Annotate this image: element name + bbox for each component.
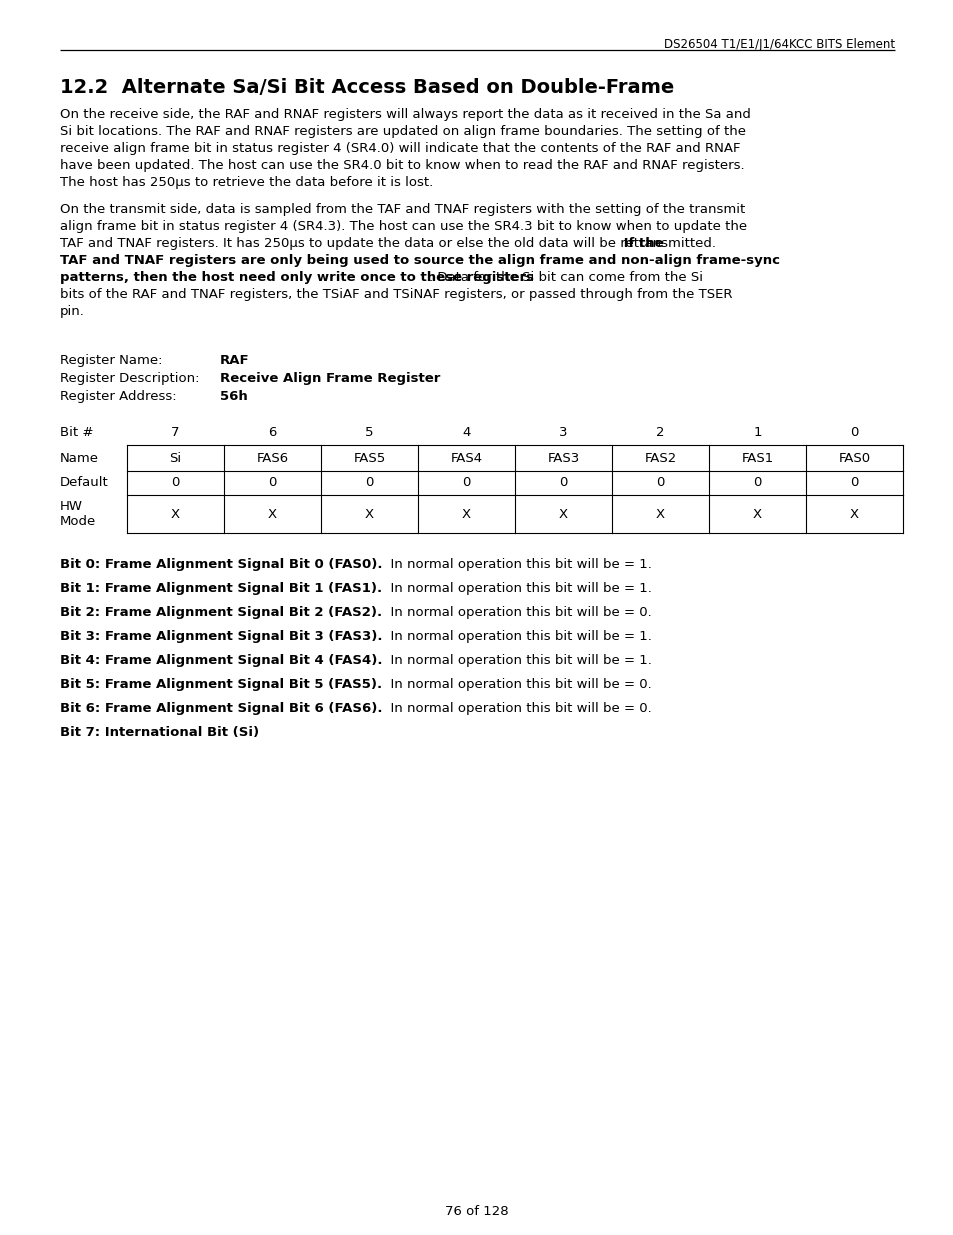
Text: FAS6: FAS6	[256, 452, 288, 464]
Text: receive align frame bit in status register 4 (SR4.0) will indicate that the cont: receive align frame bit in status regist…	[60, 142, 740, 156]
Text: 0: 0	[558, 477, 567, 489]
Text: 12.2  Alternate Sa/Si Bit Access Based on Double-Frame: 12.2 Alternate Sa/Si Bit Access Based on…	[60, 78, 674, 98]
Text: X: X	[656, 508, 664, 520]
Text: FAS2: FAS2	[643, 452, 676, 464]
Text: 4: 4	[462, 426, 470, 440]
Text: 0: 0	[365, 477, 374, 489]
Text: X: X	[752, 508, 761, 520]
Text: Register Description:: Register Description:	[60, 372, 199, 385]
Text: pin.: pin.	[60, 305, 85, 317]
Text: 0: 0	[656, 477, 664, 489]
Text: Register Address:: Register Address:	[60, 390, 176, 403]
Text: In normal operation this bit will be = 1.: In normal operation this bit will be = 1…	[382, 630, 652, 643]
Text: FAS1: FAS1	[740, 452, 773, 464]
Text: Name: Name	[60, 452, 99, 464]
Text: FAS4: FAS4	[450, 452, 482, 464]
Text: 0: 0	[172, 477, 179, 489]
Text: In normal operation this bit will be = 1.: In normal operation this bit will be = 1…	[382, 582, 651, 595]
Text: In normal operation this bit will be = 0.: In normal operation this bit will be = 0…	[382, 701, 652, 715]
Text: 0: 0	[268, 477, 276, 489]
Text: Default: Default	[60, 477, 109, 489]
Text: Bit 2: Frame Alignment Signal Bit 2 (FAS2).: Bit 2: Frame Alignment Signal Bit 2 (FAS…	[60, 606, 382, 619]
Text: RAF: RAF	[220, 354, 250, 367]
Text: In normal operation this bit will be = 1.: In normal operation this bit will be = 1…	[382, 558, 652, 571]
Text: Receive Align Frame Register: Receive Align Frame Register	[220, 372, 440, 385]
Text: X: X	[849, 508, 858, 520]
Text: Bit #: Bit #	[60, 426, 93, 440]
Text: Bit 0: Frame Alignment Signal Bit 0 (FAS0).: Bit 0: Frame Alignment Signal Bit 0 (FAS…	[60, 558, 382, 571]
Text: have been updated. The host can use the SR4.0 bit to know when to read the RAF a: have been updated. The host can use the …	[60, 159, 744, 172]
Text: align frame bit in status register 4 (SR4.3). The host can use the SR4.3 bit to : align frame bit in status register 4 (SR…	[60, 220, 746, 233]
Text: Register Name:: Register Name:	[60, 354, 162, 367]
Text: Bit 3: Frame Alignment Signal Bit 3 (FAS3).: Bit 3: Frame Alignment Signal Bit 3 (FAS…	[60, 630, 382, 643]
Text: HW
Mode: HW Mode	[60, 500, 96, 529]
Text: X: X	[558, 508, 567, 520]
Text: DS26504 T1/E1/J1/64KCC BITS Element: DS26504 T1/E1/J1/64KCC BITS Element	[663, 38, 894, 51]
Text: 56h: 56h	[220, 390, 248, 403]
Text: 1: 1	[753, 426, 760, 440]
Text: FAS5: FAS5	[353, 452, 385, 464]
Text: Bit 6: Frame Alignment Signal Bit 6 (FAS6).: Bit 6: Frame Alignment Signal Bit 6 (FAS…	[60, 701, 382, 715]
Text: 5: 5	[365, 426, 374, 440]
Text: X: X	[268, 508, 276, 520]
Text: Bit 5: Frame Alignment Signal Bit 5 (FAS5).: Bit 5: Frame Alignment Signal Bit 5 (FAS…	[60, 678, 382, 692]
Text: In normal operation this bit will be = 0.: In normal operation this bit will be = 0…	[382, 678, 651, 692]
Text: FAS0: FAS0	[838, 452, 870, 464]
Text: Bit 1: Frame Alignment Signal Bit 1 (FAS1).: Bit 1: Frame Alignment Signal Bit 1 (FAS…	[60, 582, 382, 595]
Text: X: X	[171, 508, 180, 520]
Text: Bit 7: International Bit (Si): Bit 7: International Bit (Si)	[60, 726, 259, 739]
Text: The host has 250μs to retrieve the data before it is lost.: The host has 250μs to retrieve the data …	[60, 177, 433, 189]
Text: 0: 0	[753, 477, 760, 489]
Text: 0: 0	[462, 477, 470, 489]
Text: . Data for the Si bit can come from the Si: . Data for the Si bit can come from the …	[428, 270, 701, 284]
Text: 0: 0	[849, 426, 858, 440]
Text: In normal operation this bit will be = 1.: In normal operation this bit will be = 1…	[382, 655, 652, 667]
Text: TAF and TNAF registers are only being used to source the align frame and non-ali: TAF and TNAF registers are only being us…	[60, 254, 780, 267]
Text: 76 of 128: 76 of 128	[445, 1205, 508, 1218]
Text: 2: 2	[656, 426, 664, 440]
Text: Si: Si	[170, 452, 181, 464]
Text: 7: 7	[172, 426, 179, 440]
Text: If the: If the	[618, 237, 663, 249]
Text: 0: 0	[849, 477, 858, 489]
Text: Bit 4: Frame Alignment Signal Bit 4 (FAS4).: Bit 4: Frame Alignment Signal Bit 4 (FAS…	[60, 655, 382, 667]
Text: Si bit locations. The RAF and RNAF registers are updated on align frame boundari: Si bit locations. The RAF and RNAF regis…	[60, 125, 745, 138]
Text: On the transmit side, data is sampled from the TAF and TNAF registers with the s: On the transmit side, data is sampled fr…	[60, 203, 744, 216]
Text: X: X	[365, 508, 374, 520]
Text: On the receive side, the RAF and RNAF registers will always report the data as i: On the receive side, the RAF and RNAF re…	[60, 107, 750, 121]
Text: patterns, then the host need only write once to these registers: patterns, then the host need only write …	[60, 270, 534, 284]
Text: 6: 6	[268, 426, 276, 440]
Text: 3: 3	[558, 426, 567, 440]
Text: FAS3: FAS3	[547, 452, 579, 464]
Text: In normal operation this bit will be = 0.: In normal operation this bit will be = 0…	[382, 606, 651, 619]
Text: TAF and TNAF registers. It has 250μs to update the data or else the old data wil: TAF and TNAF registers. It has 250μs to …	[60, 237, 716, 249]
Text: X: X	[461, 508, 471, 520]
Text: bits of the RAF and TNAF registers, the TSiAF and TSiNAF registers, or passed th: bits of the RAF and TNAF registers, the …	[60, 288, 732, 301]
